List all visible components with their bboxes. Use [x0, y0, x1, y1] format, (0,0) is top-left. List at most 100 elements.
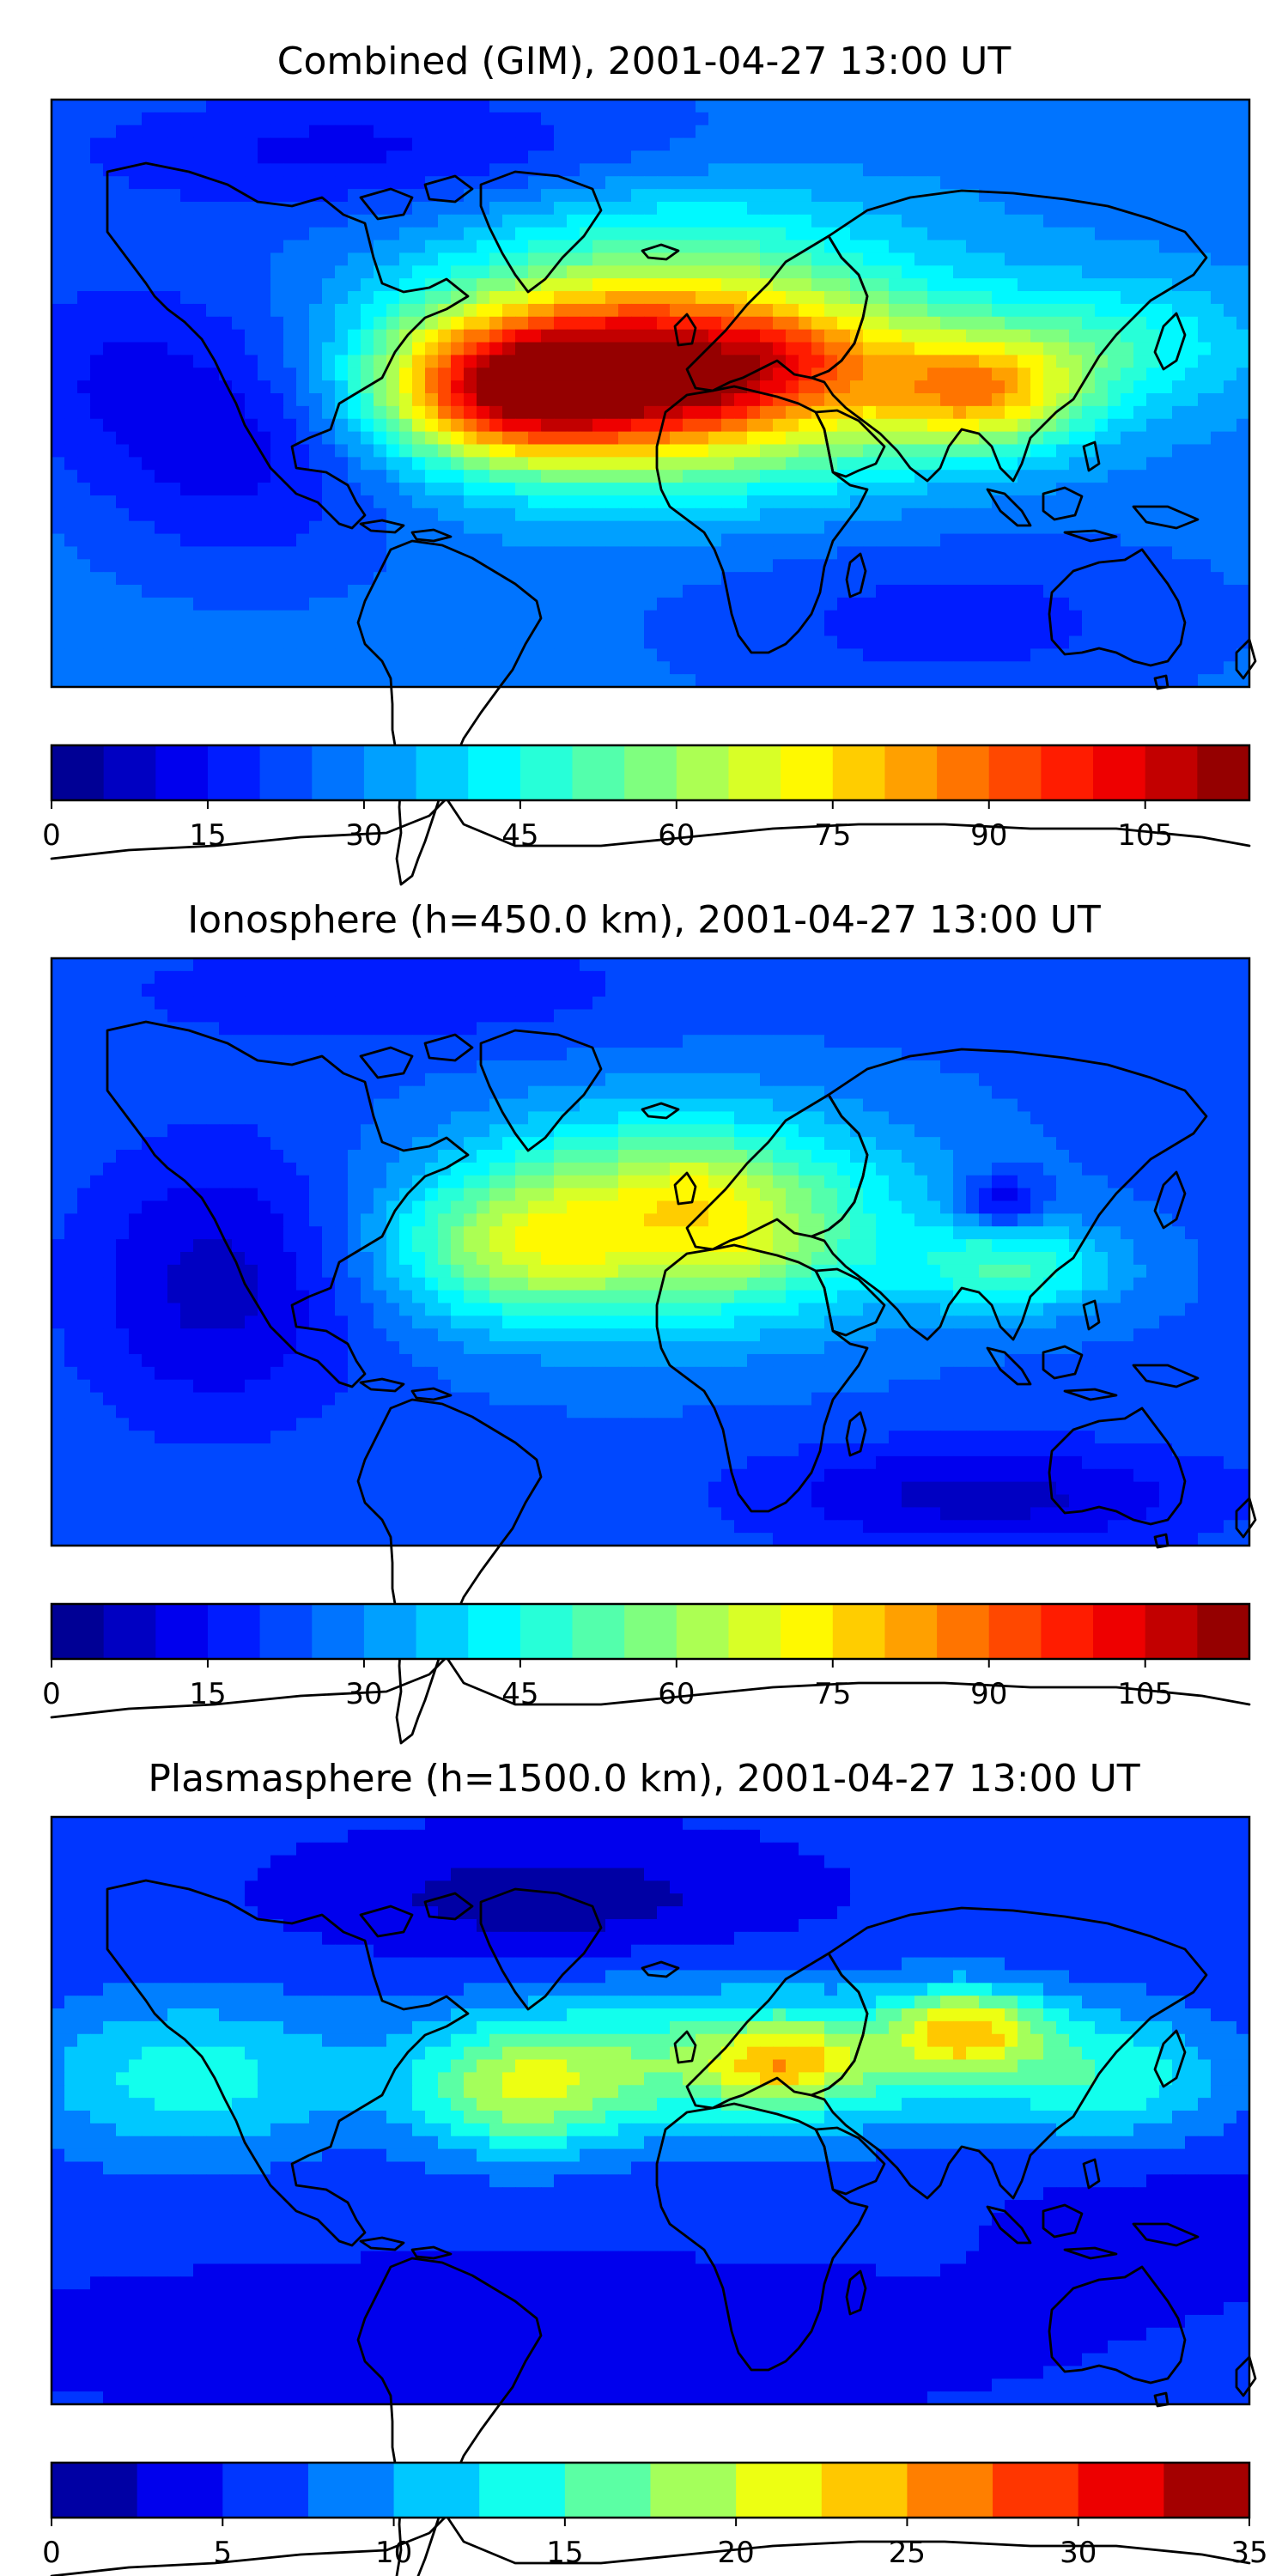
field-cell: [116, 457, 130, 471]
field-cell: [992, 405, 1005, 420]
field-cell: [155, 483, 168, 496]
field-cell: [1146, 1009, 1160, 1023]
field-cell: [799, 507, 812, 522]
field-cell: [412, 996, 426, 1011]
field-cell: [193, 572, 207, 586]
field-cell: [824, 265, 838, 279]
field-cell: [567, 674, 580, 688]
colorbar-segment: [1197, 745, 1250, 800]
field-cell: [670, 983, 683, 998]
field-cell: [734, 100, 748, 113]
field-cell: [1005, 585, 1018, 598]
field-cell: [992, 572, 1005, 586]
field-cell: [580, 1022, 593, 1036]
field-cell: [477, 983, 490, 998]
field-cell: [811, 623, 825, 637]
field-cell: [799, 303, 812, 318]
field-cell: [902, 1009, 915, 1023]
field-cell: [142, 648, 155, 662]
field-cell: [734, 610, 748, 624]
field-cell: [786, 240, 799, 254]
field-cell: [1005, 176, 1018, 190]
field-cell: [1108, 546, 1121, 560]
field-cell: [863, 380, 877, 394]
field-cell: [322, 457, 336, 471]
field-cell: [451, 252, 465, 266]
field-cell: [464, 342, 477, 355]
field-cell: [515, 559, 529, 573]
field-cell: [438, 572, 452, 586]
field-cell: [1005, 572, 1018, 586]
field-cell: [786, 265, 799, 279]
field-cell: [786, 125, 799, 139]
field-cell: [786, 342, 799, 355]
field-cell: [1198, 983, 1212, 998]
field-cell: [1146, 610, 1160, 624]
field-cell: [77, 572, 91, 586]
field-cell: [876, 958, 890, 972]
field-cell: [1018, 585, 1031, 598]
field-cell: [618, 996, 632, 1011]
field-cell: [927, 189, 941, 203]
field-cell: [618, 418, 632, 433]
field-cell: [592, 1009, 606, 1023]
field-cell: [515, 996, 529, 1011]
field-cell: [438, 342, 452, 355]
field-cell: [193, 265, 207, 279]
field-cell: [567, 431, 580, 446]
field-cell: [1211, 431, 1224, 446]
field-cell: [953, 520, 967, 535]
field-cell: [412, 585, 426, 598]
field-cell: [1043, 559, 1057, 573]
field-cell: [309, 291, 323, 305]
field-cell: [902, 418, 915, 433]
field-cell: [1082, 418, 1096, 433]
field-cell: [142, 559, 155, 573]
field-cell: [1211, 252, 1224, 266]
field-cell: [670, 278, 683, 292]
field-cell: [528, 393, 542, 407]
field-cell: [786, 227, 799, 241]
field-cell: [64, 125, 78, 139]
field-cell: [283, 329, 297, 343]
field-cell: [270, 252, 284, 266]
field-cell: [1172, 958, 1186, 972]
field-cell: [77, 163, 91, 177]
field-cell: [1095, 661, 1109, 675]
field-cell: [631, 635, 645, 649]
field-cell: [979, 559, 993, 573]
field-cell: [1159, 418, 1173, 433]
field-cell: [889, 1035, 902, 1048]
field-cell: [386, 240, 400, 254]
field-cell: [245, 303, 258, 318]
field-cell: [464, 635, 477, 649]
field-cell: [734, 546, 748, 560]
field-cell: [708, 189, 722, 203]
field-cell: [399, 227, 413, 241]
field-cell: [502, 597, 516, 611]
field-cell: [773, 533, 787, 548]
field-cell: [889, 457, 902, 471]
field-cell: [374, 674, 387, 688]
field-cell: [64, 291, 78, 305]
field-cell: [1030, 520, 1044, 535]
field-cell: [1172, 150, 1186, 164]
field-cell: [618, 983, 632, 998]
field-cell: [1133, 635, 1147, 649]
field-cell: [155, 572, 168, 586]
field-cell: [1043, 1035, 1057, 1048]
field-cell: [142, 316, 155, 331]
field-cell: [1069, 996, 1083, 1011]
field-cell: [489, 214, 503, 228]
field-cell: [1146, 996, 1160, 1011]
field-cell: [219, 405, 233, 420]
field-cell: [631, 201, 645, 216]
field-cell: [1108, 214, 1121, 228]
field-cell: [451, 559, 465, 573]
field-cell: [799, 970, 812, 985]
field-cell: [618, 1009, 632, 1023]
field-cell: [902, 533, 915, 548]
field-cell: [592, 265, 606, 279]
field-cell: [142, 240, 155, 254]
field-cell: [773, 214, 787, 228]
